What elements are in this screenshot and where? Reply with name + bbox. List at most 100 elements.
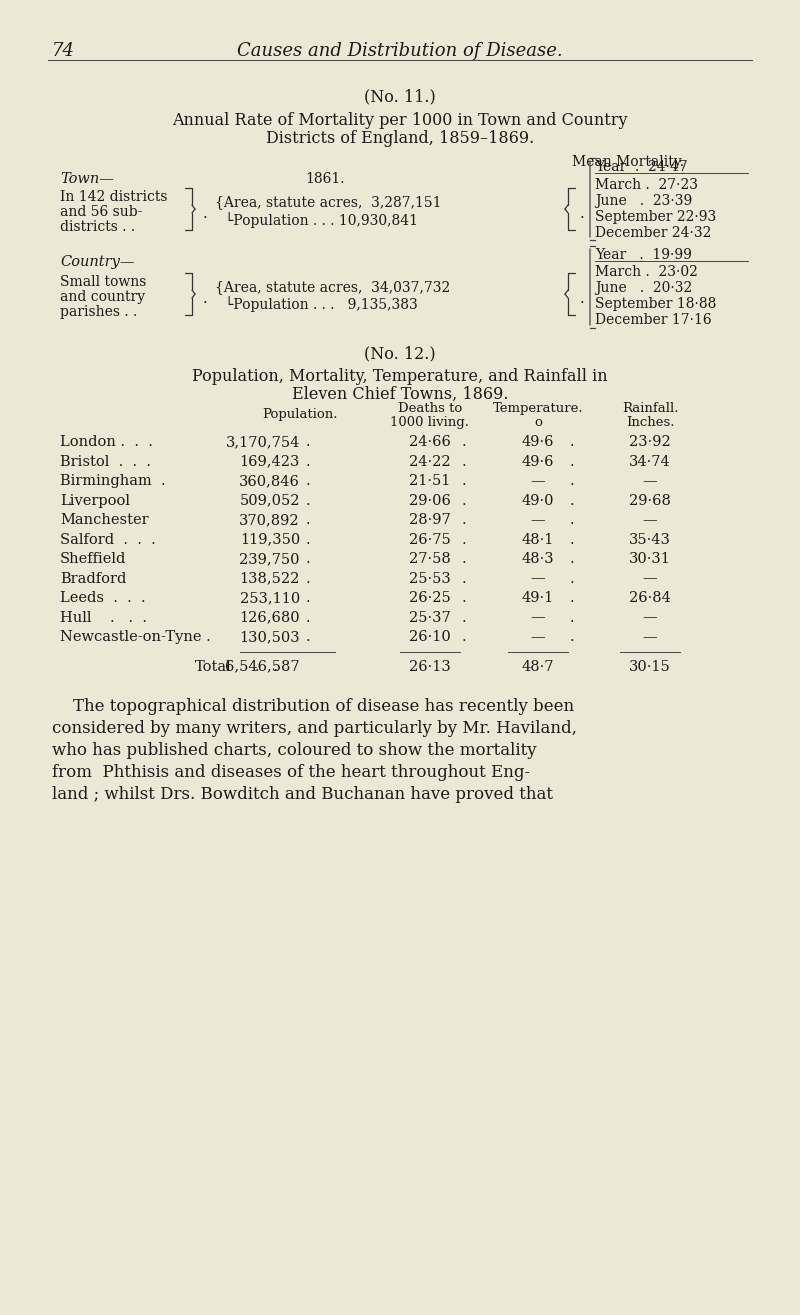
Text: .: . [580, 292, 590, 306]
Text: 30·31: 30·31 [629, 552, 671, 565]
Text: Districts of England, 1859–1869.: Districts of England, 1859–1869. [266, 130, 534, 147]
Text: —: — [530, 572, 546, 585]
Text: .: . [462, 533, 466, 547]
Text: Population, Mortality, Temperature, and Rainfall in: Population, Mortality, Temperature, and … [192, 368, 608, 385]
Text: .: . [570, 630, 574, 644]
Text: —: — [642, 572, 658, 585]
Text: .: . [570, 533, 574, 547]
Text: .: . [570, 610, 574, 625]
Text: Liverpool: Liverpool [60, 493, 130, 508]
Text: 24·22: 24·22 [409, 455, 451, 468]
Text: March .  27·23: March . 27·23 [595, 178, 698, 192]
Text: Total: Total [195, 660, 232, 673]
Text: .: . [306, 630, 310, 644]
Text: and 56 sub-: and 56 sub- [60, 205, 142, 220]
Text: Temperature.: Temperature. [493, 402, 583, 416]
Text: Year  .  24·47: Year . 24·47 [595, 160, 688, 174]
Text: .: . [570, 473, 574, 488]
Text: {Area, statute acres,  3,287,151: {Area, statute acres, 3,287,151 [215, 195, 442, 209]
Text: .: . [570, 493, 574, 508]
Text: 26·10: 26·10 [409, 630, 451, 644]
Text: 126,680: 126,680 [239, 610, 300, 625]
Text: 49·6: 49·6 [522, 455, 554, 468]
Text: Mean Mortality.: Mean Mortality. [572, 155, 684, 170]
Text: .: . [306, 513, 310, 527]
Text: .: . [306, 455, 310, 468]
Text: .: . [570, 572, 574, 585]
Text: Bradford: Bradford [60, 572, 126, 585]
Text: .: . [462, 473, 466, 488]
Text: 26·75: 26·75 [409, 533, 451, 547]
Text: London .  .  .: London . . . [60, 435, 153, 448]
Text: —: — [530, 610, 546, 625]
Text: 21·51: 21·51 [410, 473, 450, 488]
Text: .: . [306, 533, 310, 547]
Text: 26·25: 26·25 [409, 590, 451, 605]
Text: 1000 living.: 1000 living. [390, 416, 470, 429]
Text: Eleven Chief Towns, 1869.: Eleven Chief Towns, 1869. [292, 387, 508, 402]
Text: —: — [642, 473, 658, 488]
Text: (No. 12.): (No. 12.) [364, 345, 436, 362]
Text: 74: 74 [52, 42, 75, 60]
Text: December 24·32: December 24·32 [595, 226, 711, 241]
Text: 34·74: 34·74 [629, 455, 671, 468]
Text: .: . [570, 552, 574, 565]
Text: 25·37: 25·37 [409, 610, 451, 625]
Text: Sheffield: Sheffield [60, 552, 126, 565]
Text: —: — [530, 513, 546, 527]
Text: 253,110: 253,110 [240, 590, 300, 605]
Text: December 17·16: December 17·16 [595, 313, 712, 327]
Text: .: . [462, 610, 466, 625]
Text: 27·58: 27·58 [409, 552, 451, 565]
Text: —: — [642, 630, 658, 644]
Text: 1861.: 1861. [305, 172, 345, 185]
Text: .: . [203, 206, 213, 221]
Text: .: . [462, 552, 466, 565]
Text: who has published charts, coloured to show the mortality: who has published charts, coloured to sh… [52, 742, 537, 759]
Text: .: . [306, 610, 310, 625]
Text: The topographical distribution of disease has recently been: The topographical distribution of diseas… [52, 697, 574, 714]
Text: 28·97: 28·97 [409, 513, 451, 527]
Text: 23·92: 23·92 [629, 435, 671, 448]
Text: 48·1: 48·1 [522, 533, 554, 547]
Text: .   .: . . [255, 660, 278, 673]
Text: 25·53: 25·53 [409, 572, 451, 585]
Text: Small towns: Small towns [60, 275, 146, 289]
Text: September 22·93: September 22·93 [595, 210, 716, 224]
Text: .: . [462, 493, 466, 508]
Text: —: — [530, 630, 546, 644]
Text: Newcastle-on-Tyne .: Newcastle-on-Tyne . [60, 630, 210, 644]
Text: Manchester: Manchester [60, 513, 149, 527]
Text: .: . [570, 513, 574, 527]
Text: Rainfall.: Rainfall. [622, 402, 678, 416]
Text: 48·3: 48·3 [522, 552, 554, 565]
Text: June   .  23·39: June . 23·39 [595, 195, 692, 208]
Text: {Area, statute acres,  34,037,732: {Area, statute acres, 34,037,732 [215, 280, 450, 295]
Text: —: — [530, 473, 546, 488]
Text: —: — [642, 513, 658, 527]
Text: 24·66: 24·66 [409, 435, 451, 448]
Text: └Population . . . 10,930,841: └Population . . . 10,930,841 [225, 212, 418, 227]
Text: .: . [462, 513, 466, 527]
Text: 26·13: 26·13 [409, 660, 451, 673]
Text: land ; whilst Drs. Bowditch and Buchanan have proved that: land ; whilst Drs. Bowditch and Buchanan… [52, 785, 553, 802]
Text: Bristol  .  .  .: Bristol . . . [60, 455, 151, 468]
Text: (No. 11.): (No. 11.) [364, 88, 436, 105]
Text: .: . [306, 473, 310, 488]
Text: 35·43: 35·43 [629, 533, 671, 547]
Text: └Population . . .   9,135,383: └Population . . . 9,135,383 [225, 296, 418, 312]
Text: 49·1: 49·1 [522, 590, 554, 605]
Text: .: . [306, 552, 310, 565]
Text: 48·7: 48·7 [522, 660, 554, 673]
Text: Annual Rate of Mortality per 1000 in Town and Country: Annual Rate of Mortality per 1000 in Tow… [172, 112, 628, 129]
Text: .: . [306, 435, 310, 448]
Text: 30·15: 30·15 [629, 660, 671, 673]
Text: 6,546,587: 6,546,587 [226, 660, 300, 673]
Text: 370,892: 370,892 [239, 513, 300, 527]
Text: .: . [462, 590, 466, 605]
Text: 169,423: 169,423 [240, 455, 300, 468]
Text: .: . [306, 493, 310, 508]
Text: 49·6: 49·6 [522, 435, 554, 448]
Text: 119,350: 119,350 [240, 533, 300, 547]
Text: 29·68: 29·68 [629, 493, 671, 508]
